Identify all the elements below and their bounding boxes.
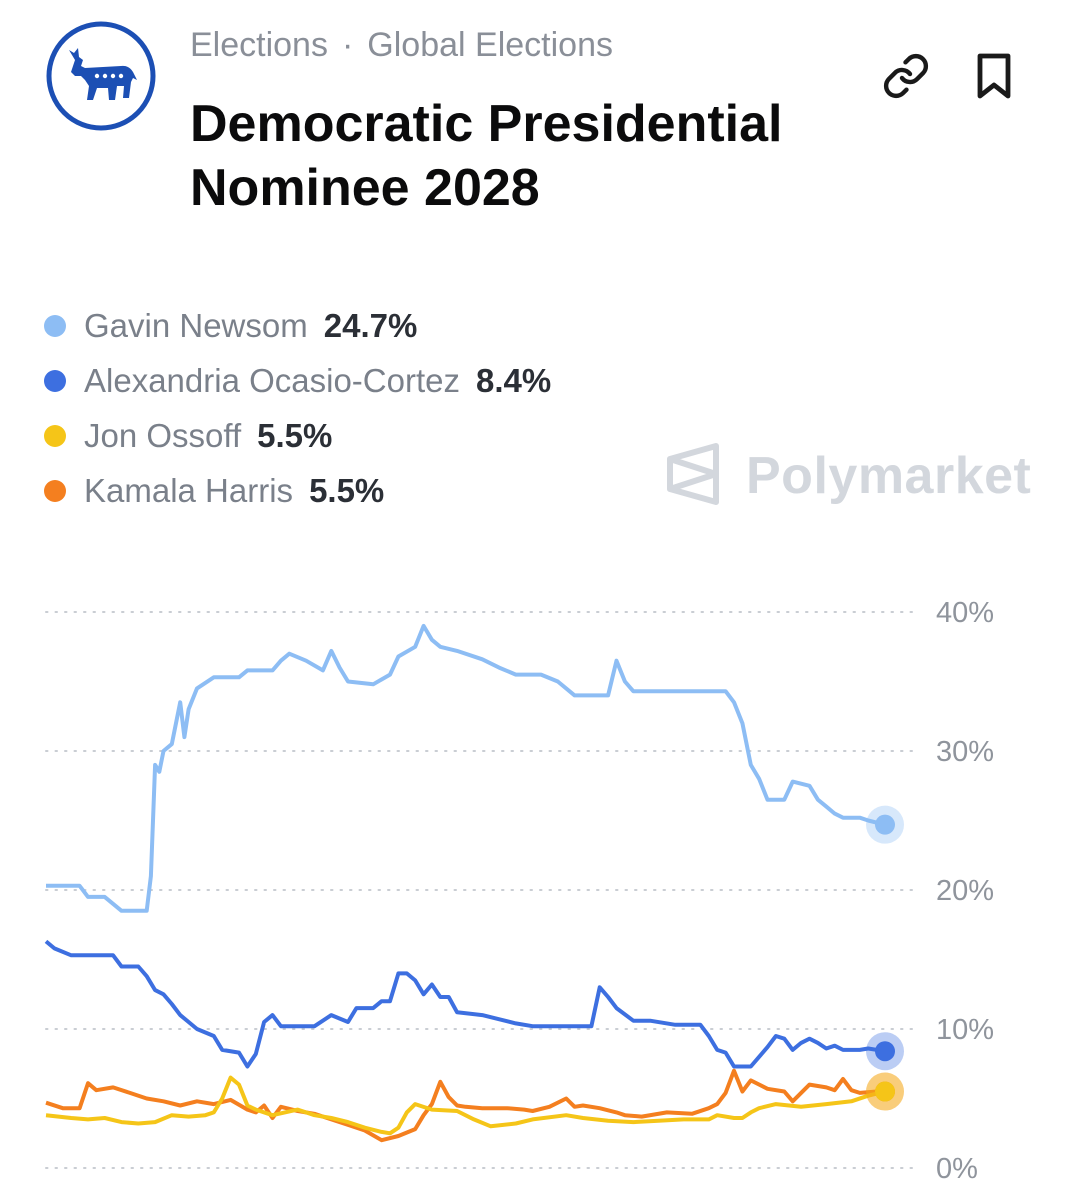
- link-icon: [882, 52, 930, 105]
- y-tick-label: 0%: [936, 1153, 978, 1185]
- polymarket-logo-icon: [664, 441, 722, 512]
- legend-item-kamala-harris[interactable]: Kamala Harris 5.5%: [44, 463, 551, 518]
- price-history-chart: 0% 10% 20% 30% 40%: [44, 597, 994, 1185]
- legend-item-jon-ossoff[interactable]: Jon Ossoff 5.5%: [44, 408, 551, 463]
- series-line-alexandria-ocasio-cortez[interactable]: [44, 939, 886, 1069]
- legend-name: Jon Ossoff: [84, 416, 242, 454]
- chart-grid: [45, 611, 916, 1169]
- legend-dot: [44, 314, 66, 337]
- market-header: Elections · Global Elections Democratic Pr…: [0, 0, 1068, 240]
- legend-value: 5.5%: [257, 416, 333, 454]
- y-tick-label: 10%: [936, 1014, 994, 1046]
- legend-name: Alexandria Ocasio-Cortez: [84, 361, 460, 399]
- chart-end-markers: [866, 805, 904, 1111]
- series-line-kamala-harris[interactable]: [45, 1068, 885, 1143]
- watermark-text: Polymarket: [746, 447, 1032, 505]
- breadcrumb-separator: ·: [341, 26, 354, 64]
- polymarket-watermark: Polymarket: [664, 440, 1044, 512]
- legend-dot: [44, 424, 66, 447]
- y-tick-label: 30%: [936, 736, 994, 768]
- legend-value: 8.4%: [476, 361, 552, 399]
- y-tick-label: 40%: [936, 597, 994, 629]
- legend-dot: [44, 479, 66, 502]
- legend-dot: [44, 369, 66, 392]
- democratic-donkey-logo: [45, 20, 157, 132]
- legend-item-gavin-newsom[interactable]: Gavin Newsom 24.7%: [44, 298, 551, 353]
- legend-value: 5.5%: [309, 471, 385, 509]
- legend-value: 24.7%: [323, 306, 418, 344]
- end-marker-dot[interactable]: [875, 1041, 895, 1062]
- page-title: Democratic Presidential Nominee 2028: [190, 95, 783, 217]
- legend-name: Kamala Harris: [84, 471, 294, 509]
- series-line-jon-ossoff[interactable]: [45, 1075, 886, 1136]
- breadcrumb: Elections · Global Elections: [190, 26, 613, 65]
- end-marker-dot[interactable]: [875, 1081, 895, 1102]
- bookmark-button[interactable]: [966, 50, 1022, 106]
- copy-link-button[interactable]: [878, 50, 934, 106]
- y-tick-label: 20%: [936, 875, 994, 907]
- chart-legend: Gavin Newsom 24.7% Alexandria Ocasio-Cor…: [44, 298, 551, 518]
- breadcrumb-global-elections-link[interactable]: Global Elections: [367, 26, 613, 64]
- legend-item-alexandria-ocasio-cortez[interactable]: Alexandria Ocasio-Cortez 8.4%: [44, 353, 551, 408]
- series-line-gavin-newsom[interactable]: [46, 623, 886, 913]
- bookmark-icon: [972, 52, 1016, 105]
- legend-name: Gavin Newsom: [84, 306, 308, 344]
- end-marker-dot[interactable]: [875, 814, 895, 835]
- chart-series: [44, 623, 886, 1143]
- y-axis-ticks: 0% 10% 20% 30% 40%: [936, 597, 994, 1185]
- breadcrumb-elections-link[interactable]: Elections: [190, 26, 328, 64]
